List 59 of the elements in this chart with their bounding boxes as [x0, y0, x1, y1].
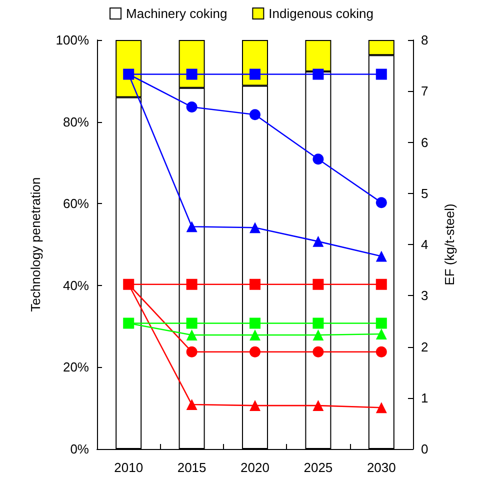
- point: [250, 278, 260, 290]
- y2-tick-label: 6: [421, 134, 428, 150]
- point: [376, 250, 387, 262]
- y2-tick-label: 4: [421, 237, 428, 252]
- y-tick-label: 0%: [70, 442, 90, 456]
- y2-tick-label: 3: [421, 288, 428, 304]
- point: [312, 346, 324, 358]
- point: [186, 399, 198, 410]
- y2-axis-title: EF (kg/t-steel): [442, 204, 457, 286]
- point: [376, 278, 387, 290]
- point: [376, 402, 387, 414]
- y2-tick-label: 2: [421, 339, 428, 354]
- point: [312, 236, 324, 247]
- y-tick-label: 40%: [62, 278, 90, 293]
- point: [186, 68, 198, 80]
- x-tick-label: 2030: [366, 460, 396, 475]
- point: [186, 318, 198, 329]
- point: [123, 278, 134, 290]
- y-tick-label: 100%: [56, 32, 90, 48]
- point: [123, 68, 134, 80]
- y-tick-label: 20%: [62, 360, 90, 375]
- y2-tick-label: 1: [421, 390, 428, 406]
- point: [186, 221, 198, 232]
- point: [376, 328, 387, 340]
- point: [312, 400, 324, 412]
- legend-label: Indigenous coking: [268, 6, 374, 21]
- y-axis-title: Technology penetration: [28, 177, 43, 312]
- point: [250, 318, 260, 329]
- x-tick-label: 2020: [240, 460, 270, 475]
- point: [376, 346, 387, 358]
- y2-tick-label: 0: [421, 442, 428, 456]
- point: [376, 68, 387, 80]
- legend-label: Machinery coking: [126, 6, 228, 21]
- y2-tick-label: 8: [421, 32, 428, 48]
- point: [186, 329, 198, 340]
- point: [123, 318, 134, 329]
- point: [186, 346, 198, 358]
- x-tick-label: 2015: [177, 460, 206, 475]
- point: [312, 318, 324, 329]
- y2-tick-label: 7: [421, 84, 428, 99]
- y-tick-label: 80%: [62, 114, 90, 130]
- point: [250, 222, 260, 234]
- x-tick-label: 2025: [304, 460, 333, 475]
- point: [250, 109, 260, 120]
- point: [312, 154, 324, 165]
- y-tick-label: 60%: [62, 196, 90, 212]
- point: [376, 318, 387, 329]
- x-tick-label: 2010: [114, 460, 144, 475]
- point: [186, 278, 198, 290]
- point: [312, 68, 324, 80]
- point: [312, 278, 324, 290]
- point: [376, 197, 387, 208]
- point: [250, 68, 260, 80]
- point: [250, 346, 260, 358]
- y2-tick-label: 5: [421, 186, 428, 201]
- point: [250, 329, 260, 340]
- point: [186, 101, 198, 112]
- point: [250, 400, 260, 412]
- point: [312, 329, 324, 340]
